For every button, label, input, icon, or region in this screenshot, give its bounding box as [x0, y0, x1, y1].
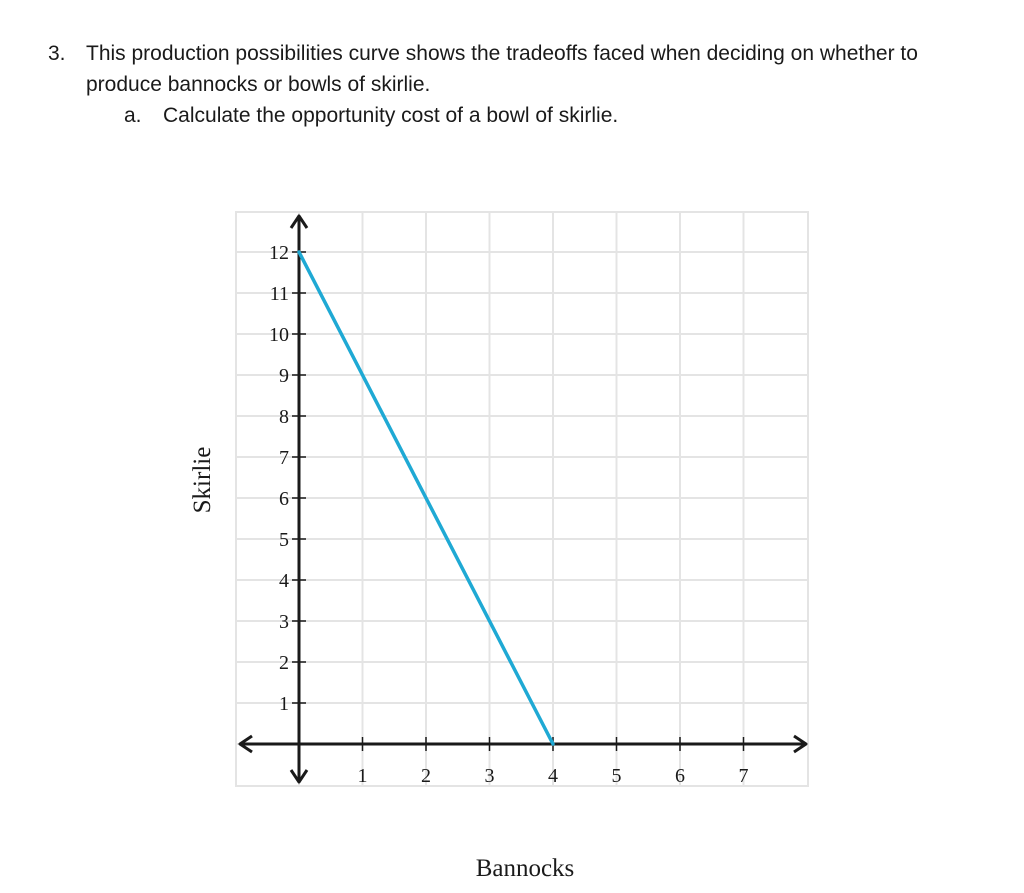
series [297, 250, 555, 746]
y-tick-label: 1 [279, 693, 289, 715]
sub-question-row: a. Calculate the opportunity cost of a b… [124, 100, 988, 131]
y-tick-label: 2 [279, 652, 289, 674]
ppc-line [297, 250, 555, 746]
x-axis-arrow-left [238, 734, 253, 754]
question-row: 3. This production possibilities curve s… [48, 38, 988, 100]
x-tick-label: 4 [548, 765, 558, 787]
sub-question-text: Calculate the opportunity cost of a bowl… [163, 104, 619, 127]
x-tick-label: 3 [485, 765, 495, 787]
y-tick-label: 9 [279, 365, 289, 387]
axes [238, 214, 808, 784]
y-tick-label: 7 [279, 447, 289, 469]
y-axis-arrow-down [289, 769, 309, 784]
y-axis-title: Skirlie [189, 447, 216, 514]
x-tick-label: 7 [739, 765, 749, 787]
x-axis-title: Bannocks [476, 855, 575, 882]
x-axis-arrow-right [793, 734, 808, 754]
question-number: 3. [48, 42, 66, 65]
y-tick-label: 10 [269, 324, 289, 346]
y-tick-label: 4 [279, 570, 289, 592]
y-tick-label: 6 [279, 488, 289, 510]
x-tick-label: 1 [358, 765, 368, 787]
grid [235, 211, 809, 787]
question-text: This production possibilities curve show… [86, 42, 918, 96]
x-tick-label: 5 [612, 765, 622, 787]
y-tick-label: 3 [279, 611, 289, 633]
y-tick-label: 12 [269, 242, 289, 264]
y-tick-label: 8 [279, 406, 289, 428]
x-tick-label: 2 [421, 765, 431, 787]
y-tick-label: 11 [270, 283, 289, 305]
ticks [292, 251, 745, 751]
sub-question-letter: a. [124, 104, 142, 127]
x-tick-label: 6 [675, 765, 685, 787]
y-axis-arrow-up [289, 214, 309, 229]
question-block: 3. This production possibilities curve s… [48, 38, 988, 131]
y-tick-label: 5 [279, 529, 289, 551]
